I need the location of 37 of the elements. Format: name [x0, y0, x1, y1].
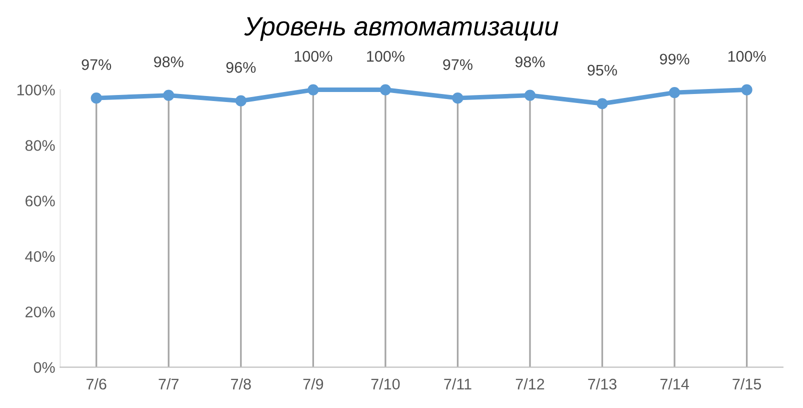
point [90, 92, 102, 104]
point [308, 84, 319, 96]
point [163, 90, 174, 101]
y-tick-label: 20% [26, 306, 55, 318]
data-label: 100% [294, 50, 332, 62]
x-tick-label: 7/15 [732, 378, 762, 390]
y-tick-label: 60% [26, 196, 55, 206]
y-tick-label: 40% [25, 251, 55, 262]
x-tick-label: 7/9 [303, 378, 324, 390]
x-tick-label: 7/7 [158, 378, 178, 390]
chart-title: Уровень автоматизации [244, 17, 558, 41]
data-label: 97% [443, 59, 472, 70]
data-label: 98% [154, 56, 184, 68]
x-tick-label: 7/12 [516, 378, 544, 390]
data-label: 100% [728, 50, 766, 62]
x-tick-label: 7/10 [371, 378, 400, 390]
x-tick-label: 7/8 [231, 378, 251, 390]
point [235, 95, 246, 106]
data-label: 97% [82, 59, 112, 70]
point [668, 86, 680, 98]
y-tick-label: 0% [34, 362, 55, 373]
y-tick-label: 100% [17, 84, 55, 96]
x-tick-label: 7/14 [660, 378, 689, 390]
point [741, 84, 752, 96]
data-label: 99% [660, 54, 690, 65]
y-tick-label: 80% [25, 140, 55, 151]
data-label: 100% [367, 50, 404, 62]
x-tick-label: 7/6 [86, 378, 106, 390]
point [524, 90, 536, 101]
data-label: 98% [515, 56, 545, 68]
point [452, 92, 464, 104]
x-tick-label: 7/13 [588, 378, 616, 390]
point [380, 84, 391, 96]
data-label: 95% [588, 64, 617, 76]
data-label: 96% [226, 62, 256, 73]
x-tick-label: 7/11 [444, 378, 472, 390]
point [596, 98, 608, 110]
